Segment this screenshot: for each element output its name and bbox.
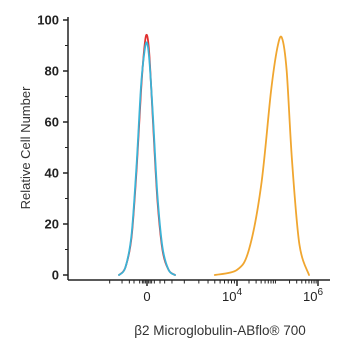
x-axis: 0 104 106 [68, 279, 330, 304]
y-tick-label: 20 [45, 217, 59, 232]
x-tick-base: 10 [303, 289, 317, 304]
x-tick-base: 0 [143, 289, 150, 304]
x-tick-exponent: 6 [317, 287, 323, 298]
x-tick-label: 0 [143, 289, 150, 304]
y-tick-label: 80 [45, 64, 59, 79]
y-axis: 0 20 40 60 80 100 [37, 13, 69, 283]
y-tick-label: 100 [37, 13, 59, 28]
y-tick-label: 60 [45, 115, 59, 130]
x-tick-label: 106 [303, 287, 323, 304]
histogram-series-2 [213, 35, 310, 276]
y-axis-title: Relative Cell Number [18, 86, 33, 209]
y-tick-label: 0 [52, 268, 59, 283]
histogram-series-0 [118, 33, 176, 276]
x-tick-exponent: 4 [236, 287, 242, 298]
x-tick-label: 104 [222, 287, 242, 304]
plot-area [118, 33, 310, 276]
y-tick-label: 40 [45, 166, 59, 181]
x-tick-base: 10 [222, 289, 236, 304]
histogram-series-1 [118, 41, 176, 276]
x-axis-title: β2 Microglobulin-ABflo® 700 [134, 323, 306, 338]
